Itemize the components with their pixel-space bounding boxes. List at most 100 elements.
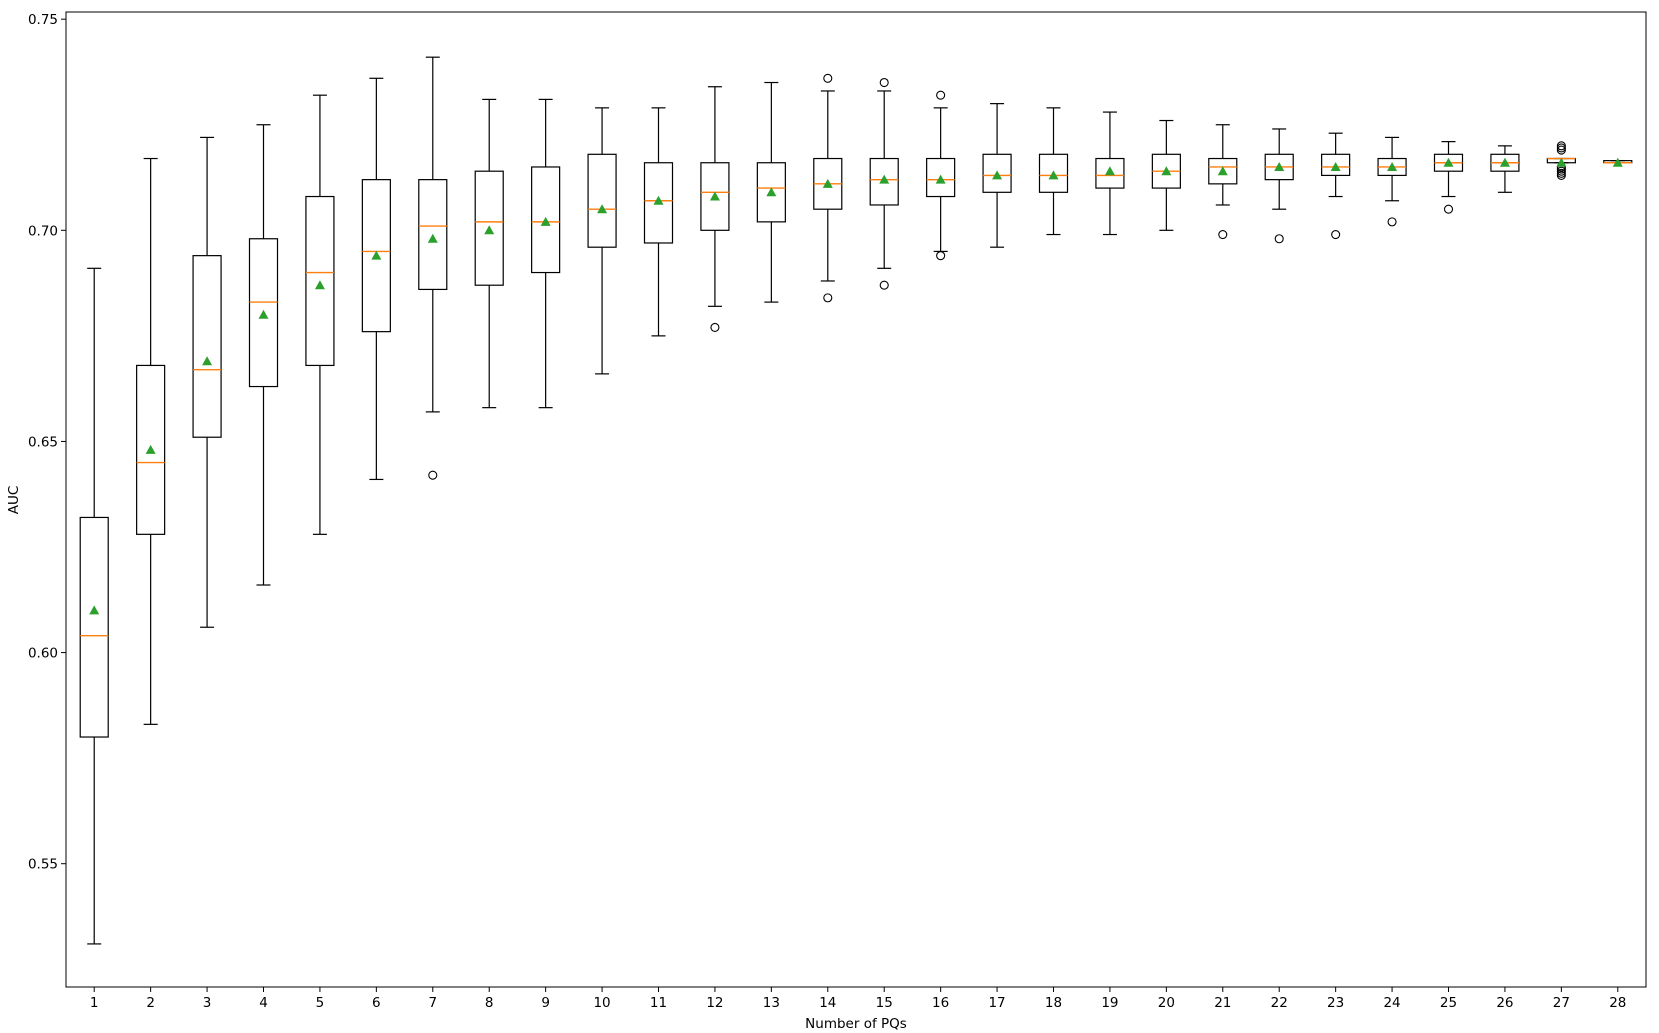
mean-marker xyxy=(1387,161,1398,171)
x-tick-label: 28 xyxy=(1609,995,1626,1011)
mean-marker xyxy=(427,233,438,243)
iqr-box xyxy=(79,516,109,738)
outlier-point xyxy=(879,280,889,290)
box-22 xyxy=(1264,128,1294,244)
iqr-box xyxy=(418,179,448,291)
plot-frame xyxy=(65,11,1647,988)
x-tick-label: 16 xyxy=(932,995,949,1011)
box-5 xyxy=(305,94,335,535)
mean-marker xyxy=(1612,157,1623,167)
iqr-box xyxy=(361,179,391,333)
x-tick-label: 27 xyxy=(1553,995,1570,1011)
box-1 xyxy=(79,267,109,945)
mean-marker xyxy=(1104,166,1115,176)
outlier-point xyxy=(1387,217,1397,227)
iqr-box xyxy=(1038,153,1069,193)
iqr-box xyxy=(1321,153,1351,177)
x-tick-label: 23 xyxy=(1327,995,1344,1011)
box-23 xyxy=(1321,132,1351,240)
x-tick-label: 14 xyxy=(819,995,836,1011)
iqr-box xyxy=(1095,157,1125,189)
mean-marker xyxy=(371,250,382,260)
box-6 xyxy=(361,77,391,481)
outlier-point xyxy=(428,470,438,480)
mean-marker xyxy=(766,187,777,197)
mean-marker xyxy=(709,191,720,201)
outlier-point xyxy=(1443,204,1454,214)
x-tick-label: 3 xyxy=(203,995,212,1011)
y-axis-label: AUC xyxy=(6,486,22,515)
outlier-point xyxy=(936,251,946,261)
x-tick-label: 15 xyxy=(876,995,893,1011)
outlier-point xyxy=(710,322,720,332)
x-tick-label: 2 xyxy=(146,995,155,1011)
iqr-box xyxy=(305,195,335,367)
iqr-box xyxy=(643,162,674,244)
x-tick-label: 7 xyxy=(428,995,437,1011)
outlier-point xyxy=(1331,229,1341,240)
x-tick-label: 18 xyxy=(1045,995,1062,1011)
x-tick-label: 9 xyxy=(541,995,550,1011)
x-tick-label: 1 xyxy=(90,995,99,1011)
mean-marker xyxy=(1048,170,1059,180)
x-tick-label: 25 xyxy=(1440,995,1457,1011)
box-14 xyxy=(813,73,843,303)
box-19 xyxy=(1095,111,1125,236)
box-26 xyxy=(1490,145,1520,193)
iqr-box xyxy=(982,153,1012,193)
mean-marker xyxy=(1556,157,1567,167)
iqr-box xyxy=(700,162,730,231)
mean-marker xyxy=(145,444,156,454)
mean-marker xyxy=(1499,157,1510,167)
box-21 xyxy=(1208,124,1238,240)
x-tick-label: 11 xyxy=(650,995,667,1011)
box-16 xyxy=(926,90,956,261)
outlier-point xyxy=(1218,229,1228,240)
iqr-box xyxy=(869,157,899,206)
outlier-point xyxy=(823,293,833,303)
x-tick-label: 26 xyxy=(1496,995,1513,1011)
x-tick-label: 8 xyxy=(485,995,494,1011)
box-15 xyxy=(869,77,899,290)
x-axis: 1 2 3 4 5 6 7 8 9 10 11 12 13 14 15 16 17 18 19 20 21 22 23 24 2… xyxy=(90,987,1626,1011)
iqr-box xyxy=(587,153,617,248)
mean-marker xyxy=(822,178,833,188)
mean-marker xyxy=(653,195,664,205)
box-27 xyxy=(1546,141,1576,180)
iqr-box xyxy=(474,170,504,286)
x-tick-label: 6 xyxy=(372,995,381,1011)
x-tick-label: 13 xyxy=(763,995,780,1011)
mean-marker xyxy=(1217,166,1228,176)
box-24 xyxy=(1377,136,1407,227)
box-2 xyxy=(136,157,166,725)
iqr-box xyxy=(136,364,166,535)
box-8 xyxy=(474,98,504,409)
box-9 xyxy=(531,98,561,409)
x-tick-label: 12 xyxy=(706,995,723,1011)
mean-marker xyxy=(540,216,551,226)
iqr-box xyxy=(926,157,956,198)
y-tick-label: 0.65 xyxy=(28,434,58,450)
box-18 xyxy=(1038,107,1069,236)
iqr-box xyxy=(192,255,222,438)
mean-marker xyxy=(1443,157,1454,167)
outlier-point xyxy=(823,73,833,83)
box-17 xyxy=(982,103,1012,248)
boxes-layer xyxy=(79,56,1633,945)
y-tick-label: 0.60 xyxy=(28,646,58,662)
x-tick-label: 22 xyxy=(1271,995,1288,1011)
outlier-point xyxy=(879,77,889,88)
x-tick-label: 19 xyxy=(1101,995,1118,1011)
x-tick-label: 21 xyxy=(1214,995,1231,1011)
mean-marker xyxy=(935,174,946,184)
x-tick-label: 4 xyxy=(259,995,268,1011)
iqr-box xyxy=(531,166,561,274)
x-axis-label: Number of PQs xyxy=(805,1016,907,1032)
outlier-point xyxy=(936,90,946,100)
box-28 xyxy=(1603,157,1633,167)
box-25 xyxy=(1433,141,1464,214)
mean-marker xyxy=(1330,161,1341,171)
box-20 xyxy=(1151,119,1181,231)
mean-marker xyxy=(992,170,1003,180)
